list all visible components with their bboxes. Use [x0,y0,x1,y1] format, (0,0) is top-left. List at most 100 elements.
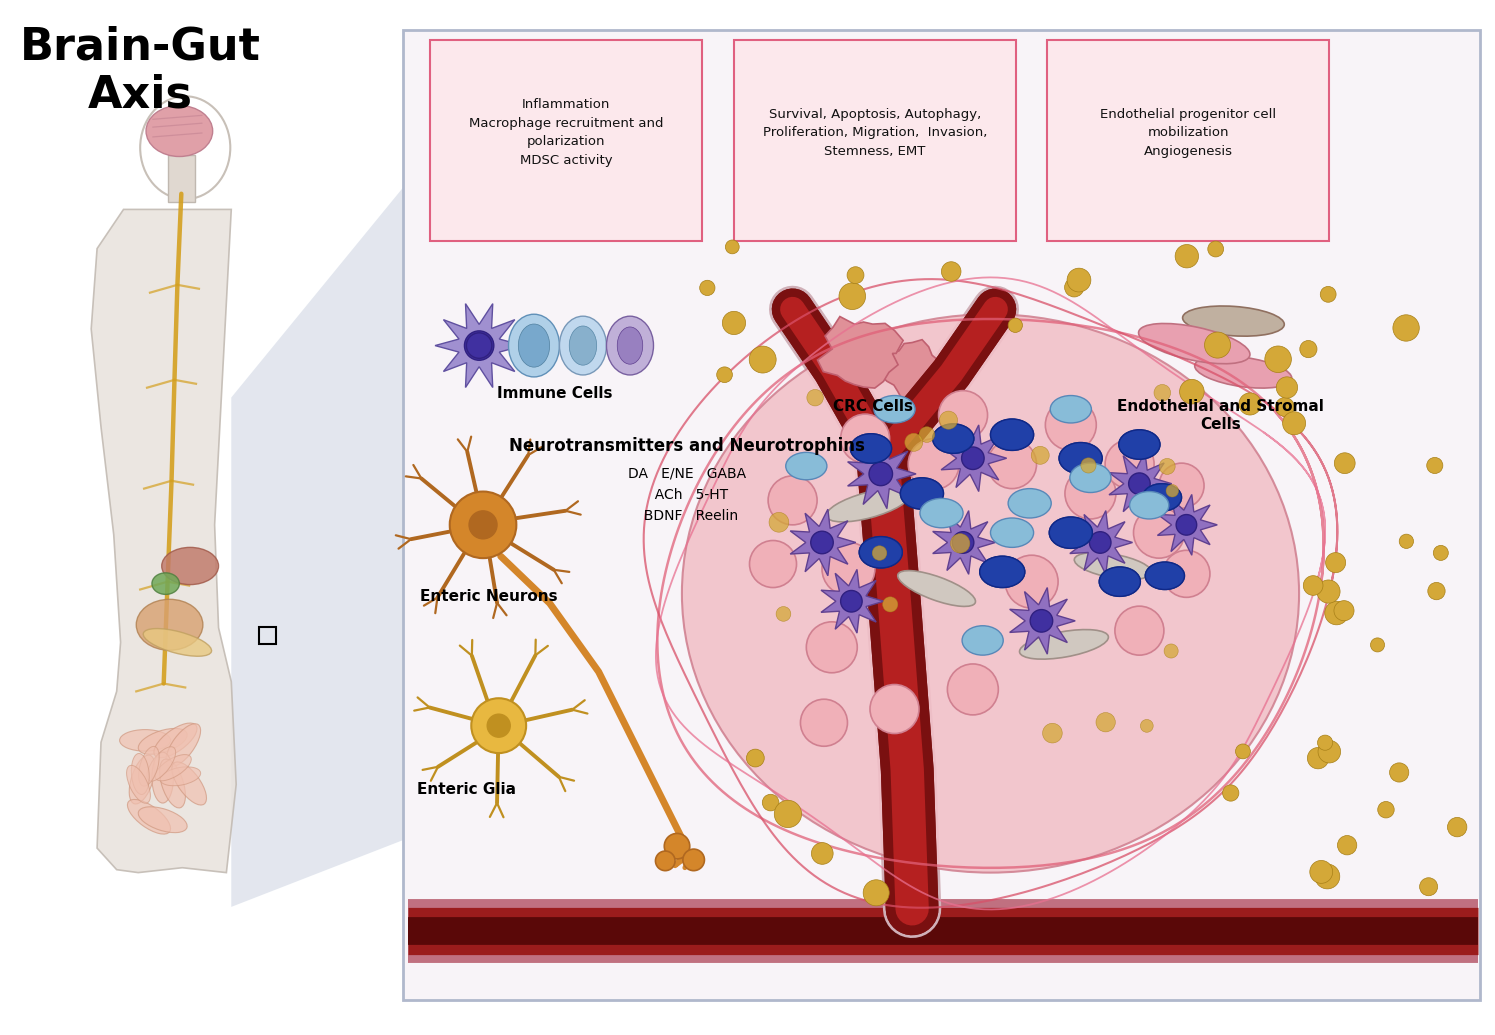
Circle shape [1096,712,1115,732]
Circle shape [1032,446,1049,465]
Ellipse shape [1142,483,1181,511]
Bar [259,627,277,645]
Ellipse shape [144,628,212,656]
Circle shape [1177,514,1196,535]
Circle shape [840,414,890,463]
Ellipse shape [1145,562,1184,590]
Circle shape [806,622,857,673]
Circle shape [1283,412,1305,435]
Circle shape [1163,551,1209,597]
Bar [402,30,1480,1000]
Ellipse shape [979,556,1024,588]
Circle shape [988,440,1036,489]
Circle shape [1338,835,1357,855]
Ellipse shape [1130,492,1169,519]
Circle shape [800,700,848,746]
Ellipse shape [979,556,1024,588]
Circle shape [1320,287,1337,302]
Circle shape [1265,346,1292,373]
Polygon shape [818,317,903,388]
Polygon shape [232,182,408,907]
Circle shape [1326,553,1346,572]
Ellipse shape [138,807,187,832]
Ellipse shape [851,434,891,463]
Bar [1048,40,1329,241]
Circle shape [1129,473,1150,495]
Ellipse shape [933,424,973,453]
Circle shape [1133,507,1184,558]
Circle shape [1064,468,1115,519]
Ellipse shape [139,746,158,787]
Circle shape [1317,735,1332,750]
Circle shape [749,346,776,373]
Ellipse shape [570,326,597,365]
Circle shape [812,842,833,864]
Ellipse shape [900,478,943,509]
Polygon shape [1009,588,1075,654]
Polygon shape [881,339,942,402]
Ellipse shape [519,324,550,367]
Bar [167,154,194,202]
Ellipse shape [897,570,975,607]
Ellipse shape [127,765,151,803]
Circle shape [1277,377,1298,398]
Circle shape [1030,610,1052,632]
Ellipse shape [786,452,827,480]
Bar [734,40,1017,241]
Circle shape [1371,638,1384,652]
Ellipse shape [1142,483,1181,511]
Circle shape [1393,315,1419,342]
Circle shape [948,664,999,715]
Circle shape [776,607,791,621]
Circle shape [1090,532,1111,554]
Ellipse shape [851,434,891,463]
Ellipse shape [138,729,187,755]
Circle shape [768,476,818,525]
Circle shape [939,411,958,430]
Circle shape [848,267,864,284]
Circle shape [1166,484,1178,497]
Circle shape [683,849,704,870]
Circle shape [1005,555,1058,609]
Ellipse shape [147,746,175,781]
Circle shape [1434,545,1449,560]
Circle shape [1378,801,1395,818]
Ellipse shape [172,762,206,805]
Polygon shape [435,303,523,387]
Ellipse shape [1075,553,1151,580]
Ellipse shape [682,315,1299,873]
Ellipse shape [1058,443,1102,474]
Ellipse shape [963,626,1003,655]
Circle shape [1275,397,1295,416]
Circle shape [1399,534,1413,549]
Ellipse shape [160,767,200,786]
Ellipse shape [617,327,643,364]
Ellipse shape [827,489,910,522]
Ellipse shape [147,106,212,156]
Circle shape [487,714,510,737]
Circle shape [872,545,887,560]
Circle shape [1067,268,1091,292]
Ellipse shape [559,316,607,375]
Circle shape [774,800,801,828]
Ellipse shape [860,536,903,568]
Text: Endothelial progenitor cell
mobilization
Angiogenesis: Endothelial progenitor cell mobilization… [1100,108,1277,157]
Ellipse shape [166,723,200,767]
Circle shape [1389,763,1408,782]
Circle shape [1334,600,1354,621]
Ellipse shape [1051,395,1091,423]
Circle shape [1045,400,1096,450]
Circle shape [664,833,689,859]
Circle shape [1316,864,1340,889]
Ellipse shape [1195,356,1292,388]
Ellipse shape [120,730,170,751]
Ellipse shape [1118,430,1160,460]
Circle shape [466,333,492,358]
Circle shape [1447,818,1467,837]
Text: Survival, Apoptosis, Autophagy,
Proliferation, Migration,  Invasion,
Stemness, E: Survival, Apoptosis, Autophagy, Prolifer… [762,108,987,157]
Ellipse shape [1049,518,1093,549]
Circle shape [469,511,496,539]
Circle shape [1115,607,1165,655]
Ellipse shape [136,599,203,650]
Circle shape [1042,723,1063,743]
